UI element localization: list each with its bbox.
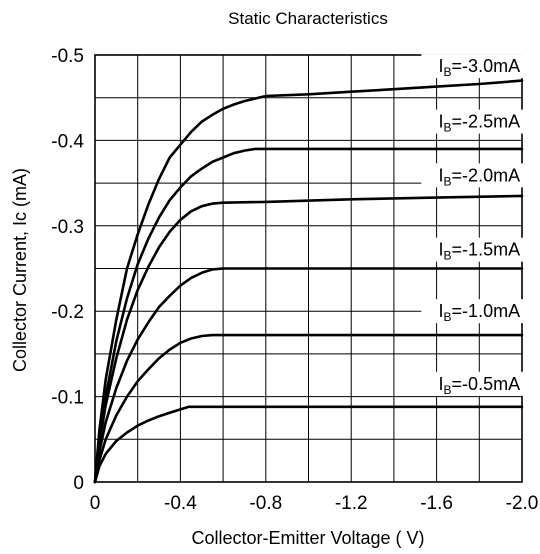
curve-labels: IB=-3.0mA IB=-2.5mA IB=-2.0mA IB=-1.5mA IB=-… [421,54,536,397]
x-tick-label: 0 [90,493,101,514]
x-axis-title: Collector-Emitter Voltage ( V) [191,528,424,548]
series-line-6 [93,405,524,484]
x-tick-label: -1.6 [420,493,453,514]
y-tick-label: -0.4 [51,131,84,152]
y-axis-title: Collector Current, Ic (mA) [10,168,30,372]
series-line-3 [93,194,524,484]
series-label-backdrop [421,299,536,324]
series-label-6: IB=-0.5mA [439,374,521,397]
y-tick-label: -0.5 [51,46,84,67]
series-line-2 [93,147,524,484]
series-line-1 [93,79,524,484]
series-line-5 [93,333,524,484]
y-tick-label: -0.1 [51,388,84,409]
series-label-backdrop [421,109,536,134]
series-label-2: IB=-2.5mA [439,112,521,135]
y-axis-ticks: 0 -0.1 -0.2 -0.3 -0.4 -0.5 [51,46,84,494]
y-tick-label: 0 [73,473,84,494]
series-label-backdrop [421,163,536,188]
series-label-4: IB=-1.5mA [439,240,521,263]
x-tick-label: -0.8 [249,493,282,514]
series-line-4 [93,267,524,484]
series-label-backdrop [421,54,536,79]
y-tick-label: -0.2 [51,302,84,323]
y-tick-label: -0.3 [51,217,84,238]
x-tick-label: -0.4 [164,493,197,514]
chart-title: Static Characteristics [228,9,388,28]
series-label-1: IB=-3.0mA [439,56,521,79]
x-axis-ticks: 0 -0.4 -0.8 -1.2 -1.6 -2.0 [90,493,539,514]
series-label-5: IB=-1.0mA [439,301,521,324]
x-tick-label: -1.2 [335,493,368,514]
series-label-backdrop [421,371,536,396]
series-label-3: IB=-2.0mA [439,165,521,188]
x-tick-label: -2.0 [506,493,539,514]
curves [93,79,524,484]
series-label-backdrop [421,237,536,262]
